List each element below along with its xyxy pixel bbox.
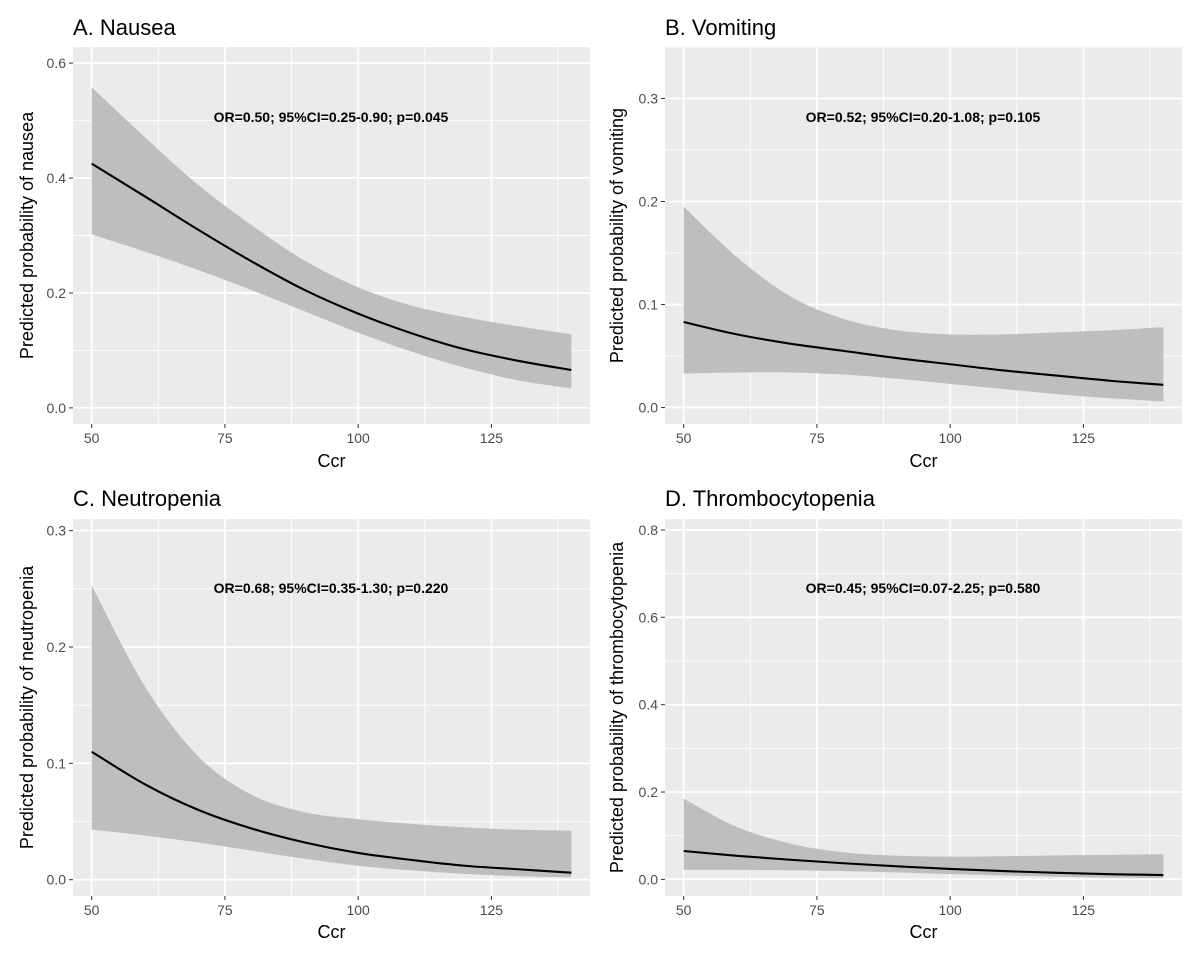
x-tick-label: 50 bbox=[84, 902, 100, 918]
prediction-line bbox=[683, 321, 1164, 386]
x-tick-label: 100 bbox=[938, 902, 962, 918]
x-tick-label: 125 bbox=[1072, 902, 1096, 918]
y-tick-label: 0.4 bbox=[47, 170, 67, 186]
x-tick-label: 75 bbox=[217, 902, 233, 918]
y-axis-label: Predicted probability of neutropenia bbox=[17, 565, 37, 849]
x-tick-label: 100 bbox=[346, 430, 370, 446]
panel-3: 50 75 100 125 0.0 0.1 0.2 0.3 C. Neutropenia Ccr P… bbox=[17, 486, 590, 942]
confidence-band bbox=[683, 798, 1164, 879]
y-tick-label: 0.3 bbox=[47, 523, 67, 539]
y-tick-label: 0.0 bbox=[639, 871, 659, 887]
y-tick-label: 0.1 bbox=[47, 755, 67, 771]
prediction-line bbox=[91, 750, 572, 874]
y-tick-label: 0.2 bbox=[639, 784, 659, 800]
x-tick-label: 125 bbox=[480, 430, 504, 446]
x-tick-label: 75 bbox=[809, 430, 825, 446]
y-axis-label: Predicted probability of nausea bbox=[17, 111, 37, 359]
y-tick-label: 0.0 bbox=[47, 400, 67, 416]
prediction-line bbox=[91, 162, 572, 372]
panel-title: D. Thrombocytopenia bbox=[665, 486, 876, 511]
y-tick-label: 0.3 bbox=[639, 91, 659, 107]
y-tick-label: 0.6 bbox=[639, 609, 659, 625]
x-tick-label: 50 bbox=[676, 430, 692, 446]
y-tick-label: 0.0 bbox=[639, 400, 659, 416]
y-axis-label: Predicted probability of vomiting bbox=[607, 108, 627, 363]
y-axis-label: Predicted probability of thrombocytopeni… bbox=[607, 541, 627, 873]
panel-2: 50 75 100 125 0.0 0.1 0.2 0.3 B. Vomiting Ccr Pred… bbox=[607, 15, 1182, 471]
y-tick-label: 0.0 bbox=[47, 872, 67, 888]
x-tick-label: 75 bbox=[217, 430, 233, 446]
x-axis-label: Ccr bbox=[910, 451, 938, 471]
y-tick-label: 0.1 bbox=[639, 297, 659, 313]
y-tick-label: 0.8 bbox=[639, 522, 659, 538]
prediction-line bbox=[683, 849, 1164, 877]
panel-title: C. Neutropenia bbox=[73, 486, 222, 511]
y-tick-label: 0.4 bbox=[639, 697, 659, 713]
statistics-annotation: OR=0.68; 95%CI=0.35-1.30; p=0.220 bbox=[214, 580, 449, 596]
x-tick-label: 75 bbox=[809, 902, 825, 918]
x-axis-label: Ccr bbox=[318, 451, 346, 471]
x-tick-label: 100 bbox=[938, 430, 962, 446]
x-tick-label: 50 bbox=[84, 430, 100, 446]
statistics-annotation: OR=0.45; 95%CI=0.07-2.25; p=0.580 bbox=[806, 580, 1041, 596]
panel-title: B. Vomiting bbox=[665, 15, 776, 40]
confidence-band bbox=[91, 87, 572, 389]
panel-title: A. Nausea bbox=[73, 15, 176, 40]
panel-1: 50 75 100 125 0.0 0.2 0.4 0.6 A. Nausea Ccr Predic… bbox=[17, 15, 590, 471]
confidence-band bbox=[683, 206, 1164, 402]
y-tick-label: 0.2 bbox=[47, 285, 67, 301]
x-tick-label: 125 bbox=[1072, 430, 1096, 446]
y-tick-label: 0.2 bbox=[639, 194, 659, 210]
x-axis-label: Ccr bbox=[910, 922, 938, 942]
y-tick-label: 0.2 bbox=[47, 639, 67, 655]
panel-4: 50 75 100 125 0.0 0.2 0.4 0.6 0.8 D. Thrombocytop… bbox=[607, 486, 1182, 942]
x-axis-label: Ccr bbox=[318, 922, 346, 942]
x-tick-label: 100 bbox=[346, 902, 370, 918]
x-tick-label: 125 bbox=[480, 902, 504, 918]
confidence-band bbox=[91, 585, 572, 878]
statistics-annotation: OR=0.50; 95%CI=0.25-0.90; p=0.045 bbox=[214, 109, 449, 125]
x-tick-label: 50 bbox=[676, 902, 692, 918]
y-tick-label: 0.6 bbox=[47, 55, 67, 71]
statistics-annotation: OR=0.52; 95%CI=0.20-1.08; p=0.105 bbox=[806, 109, 1041, 125]
